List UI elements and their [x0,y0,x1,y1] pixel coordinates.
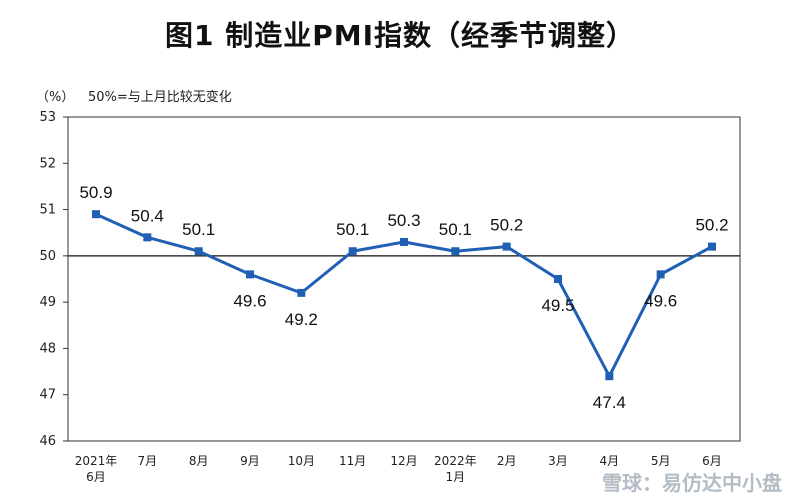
data-point [297,288,306,297]
data-label: 49.5 [541,296,574,315]
x-tick-label-line: 2022年 [434,454,477,468]
plot-frame [67,116,741,442]
data-point [400,237,408,246]
data-point [708,242,716,251]
data-label: 50.3 [387,211,420,230]
y-tick-label: 48 [39,341,56,356]
data-point [656,270,665,279]
x-tick-label: 7月 [138,454,158,468]
data-point [554,275,562,283]
baseline-note: 50%=与上月比较无变化 [88,90,232,105]
y-tick-label: 53 [39,110,56,125]
data-label: 49.6 [644,291,677,310]
x-tick-label: 9月 [240,454,260,468]
data-label: 47.4 [593,393,626,412]
x-tick-label: 2月 [497,454,517,468]
data-label: 49.6 [233,291,266,310]
x-tick-label-line: 10月 [288,454,315,468]
x-tick-label-line: 5月 [651,454,671,468]
data-label: 50.2 [695,216,728,235]
x-tick-label: 6月 [702,454,722,468]
data-label: 50.1 [182,220,215,239]
data-point [246,270,254,279]
data-label: 50.1 [439,220,472,239]
x-tick-label: 11月 [339,454,366,468]
x-tick-label-line: 1月 [446,470,466,484]
x-tick-label-line: 6月 [86,470,106,484]
y-tick-label: 52 [39,156,56,171]
data-point [605,372,614,381]
data-point [92,210,100,219]
x-tick-label-line: 2021年 [75,454,118,468]
y-tick-label: 50 [39,249,56,264]
x-tick-label: 4月 [600,454,620,468]
data-label: 49.2 [285,310,318,329]
data-label: 50.9 [79,183,112,202]
data-point [194,247,203,256]
data-label: 50.2 [490,216,523,235]
x-tick-label: 10月 [288,454,315,468]
data-point [143,233,152,242]
x-tick-label-line: 3月 [548,454,568,468]
chart-title: 图1 制造业PMI指数（经季节调整） [164,19,636,52]
x-tick-label: 5月 [651,454,671,468]
y-tick-label: 47 [39,388,56,403]
x-tick-label-line: 9月 [240,454,260,468]
y-unit-label: （%） [36,90,75,105]
x-tick-label: 3月 [548,454,568,468]
x-tick-label: 8月 [189,454,209,468]
x-tick-label-line: 4月 [600,454,620,468]
data-point [502,242,511,251]
x-tick-label-line: 2月 [497,454,517,468]
data-point [451,247,460,256]
x-tick-label-line: 6月 [702,454,722,468]
x-tick-label-line: 7月 [138,454,158,468]
y-tick-label: 49 [39,295,56,310]
y-tick-label: 46 [39,434,56,449]
data-label: 50.4 [131,206,164,225]
x-tick-label: 2021年 6月 [75,454,118,484]
watermark-text: 雪球：易仿达中小盘 [602,471,782,495]
x-tick-label-line: 8月 [189,454,209,468]
x-tick-label-line: 12月 [390,454,417,468]
x-tick-label: 2022年 1月 [434,454,477,484]
x-tick-label-line: 11月 [339,454,366,468]
data-point [348,247,357,256]
data-label: 50.1 [336,220,369,239]
y-tick-label: 51 [39,203,56,218]
x-tick-label: 12月 [390,454,417,468]
